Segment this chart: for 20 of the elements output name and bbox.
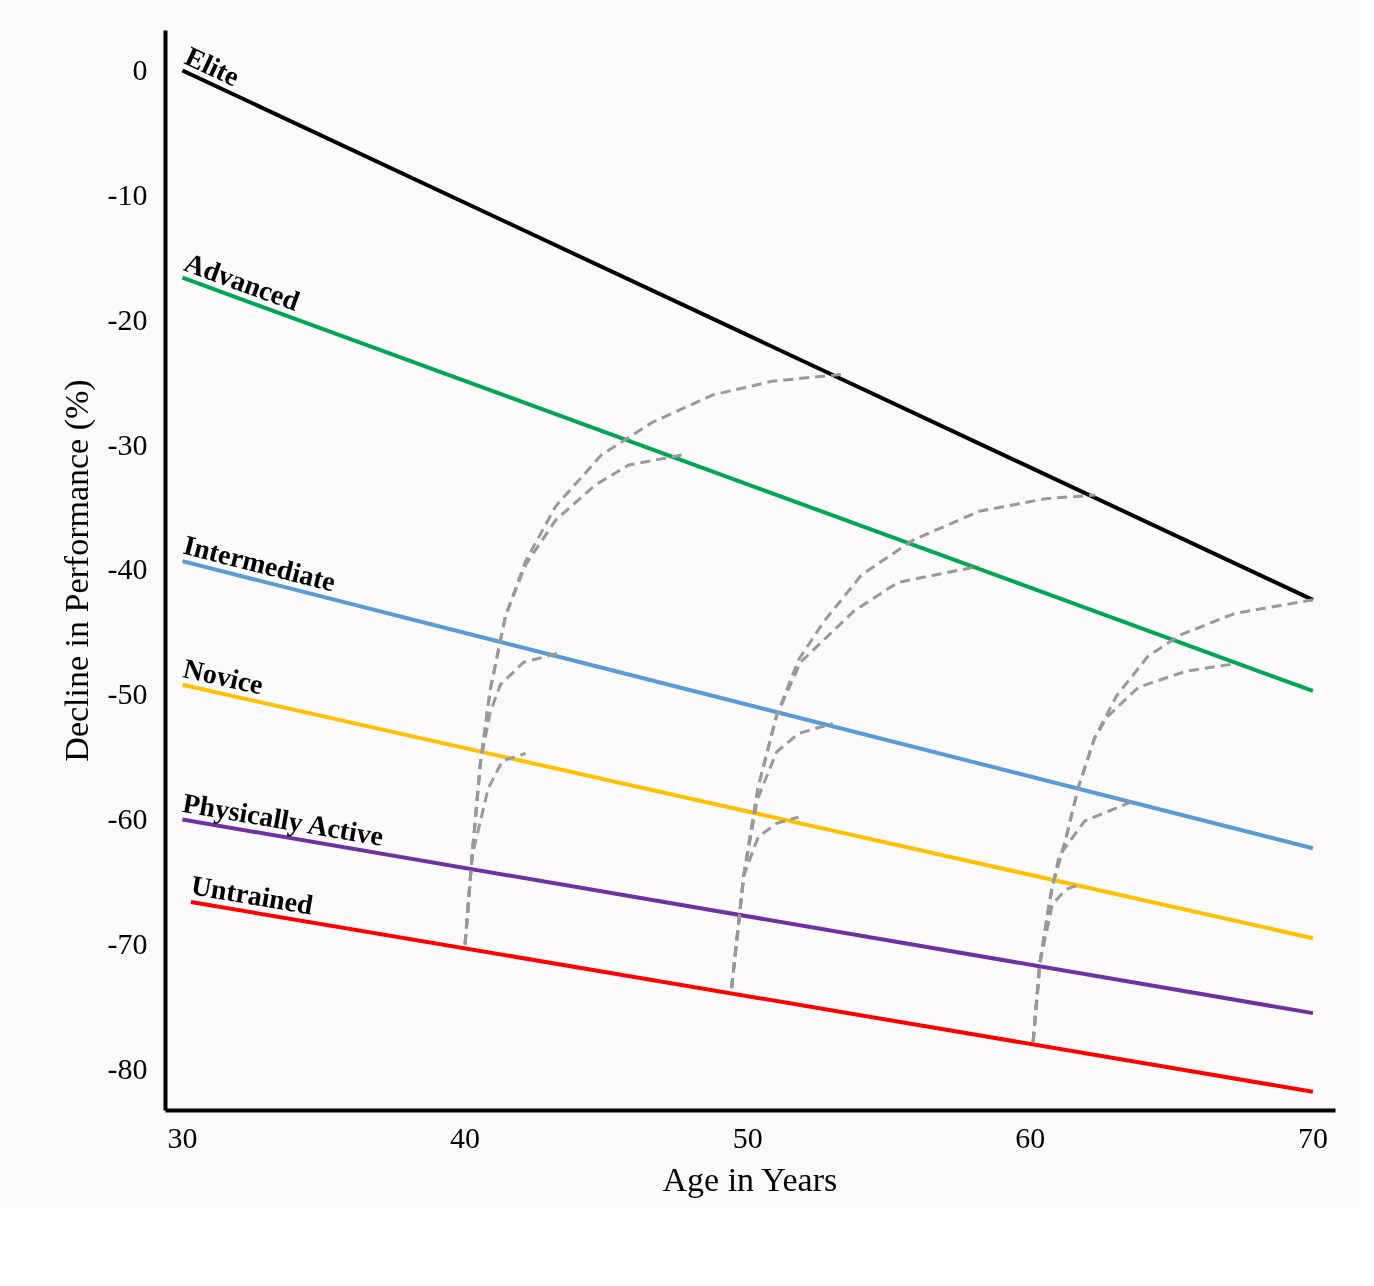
- x-tick-label: 70: [1297, 1120, 1328, 1154]
- text: Novice: [180, 652, 267, 701]
- y-tick-label: -10: [107, 177, 148, 211]
- y-axis-title: Decline in Performance (%): [57, 379, 96, 762]
- x-tick-label: 60: [1015, 1120, 1046, 1154]
- x-tick-label: 30: [167, 1120, 198, 1154]
- y-tick-label: -40: [107, 552, 148, 586]
- x-axis-title: Age in Years: [662, 1160, 838, 1198]
- y-tick-label: 0: [132, 52, 148, 86]
- y-tick-label: -80: [107, 1051, 148, 1085]
- x-tick-label: 40: [450, 1120, 481, 1154]
- y-tick-label: -60: [107, 802, 148, 836]
- y-tick-label: -70: [107, 926, 148, 960]
- text: Elite: [180, 40, 245, 93]
- x-tick-label: 50: [732, 1120, 763, 1154]
- y-tick-label: -50: [107, 677, 148, 711]
- y-tick-label: -20: [107, 302, 148, 336]
- text: Untrained: [188, 869, 316, 921]
- text: Physically Active: [180, 787, 386, 852]
- y-tick-label: -30: [107, 427, 148, 461]
